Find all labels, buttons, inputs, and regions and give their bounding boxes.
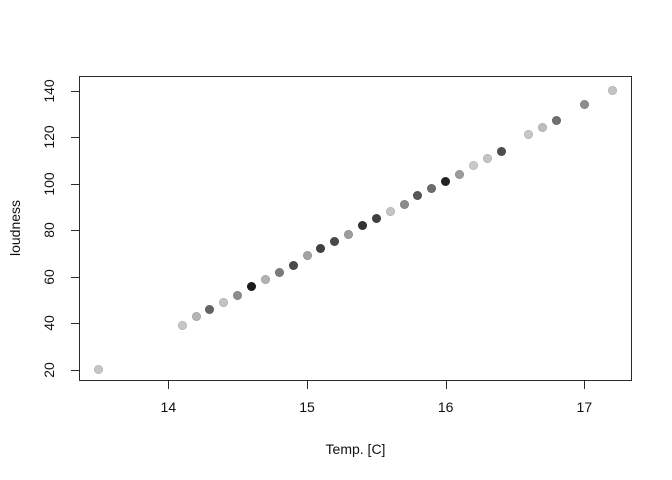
y-tick-mark bbox=[71, 276, 79, 278]
y-tick-label: 60 bbox=[41, 268, 57, 285]
x-tick-mark bbox=[307, 381, 308, 389]
plot-area bbox=[79, 76, 632, 381]
x-tick-mark bbox=[445, 381, 447, 389]
data-point bbox=[288, 260, 298, 270]
data-point bbox=[399, 200, 409, 210]
data-point bbox=[177, 321, 187, 331]
data-point bbox=[468, 160, 478, 170]
data-point bbox=[441, 176, 451, 186]
data-point bbox=[316, 244, 326, 254]
y-tick-mark bbox=[71, 369, 79, 371]
x-tick-label: 15 bbox=[299, 399, 315, 415]
x-axis-title: Temp. [C] bbox=[325, 441, 386, 457]
y-tick-mark bbox=[71, 90, 79, 92]
x-tick-label: 14 bbox=[160, 399, 177, 415]
data-point bbox=[260, 274, 270, 284]
y-tick-label: 40 bbox=[41, 315, 57, 331]
data-point bbox=[247, 281, 257, 291]
data-point bbox=[371, 214, 381, 224]
data-point bbox=[357, 221, 367, 231]
data-point bbox=[302, 251, 312, 261]
data-point bbox=[427, 183, 437, 193]
y-tick-label: 140 bbox=[41, 79, 57, 103]
y-tick-mark bbox=[71, 323, 79, 325]
x-tick-label: 17 bbox=[576, 399, 593, 415]
data-point bbox=[330, 237, 340, 247]
data-point bbox=[413, 190, 423, 200]
data-point bbox=[482, 153, 492, 163]
x-tick-mark bbox=[584, 381, 586, 389]
y-tick-mark bbox=[71, 183, 79, 185]
data-point bbox=[455, 169, 465, 179]
y-tick-label: 100 bbox=[41, 172, 57, 196]
data-point bbox=[191, 311, 201, 321]
data-point bbox=[219, 297, 229, 307]
y-axis-title: loudness bbox=[7, 199, 23, 257]
data-point bbox=[94, 365, 104, 375]
data-point bbox=[233, 290, 243, 300]
x-tick-label: 16 bbox=[437, 399, 454, 415]
y-tick-mark bbox=[71, 137, 79, 139]
y-tick-label: 80 bbox=[41, 222, 57, 238]
data-point bbox=[274, 267, 284, 277]
data-point bbox=[344, 230, 354, 240]
data-point bbox=[496, 146, 506, 156]
data-point bbox=[552, 116, 562, 126]
data-point bbox=[579, 100, 589, 110]
data-point bbox=[524, 130, 534, 140]
y-tick-label: 120 bbox=[41, 125, 57, 149]
y-tick-label: 20 bbox=[41, 361, 57, 378]
data-point bbox=[607, 86, 617, 96]
data-point bbox=[205, 304, 215, 314]
data-point bbox=[385, 207, 395, 217]
x-tick-mark bbox=[168, 381, 170, 389]
data-point bbox=[538, 123, 548, 133]
y-tick-mark bbox=[71, 230, 79, 232]
